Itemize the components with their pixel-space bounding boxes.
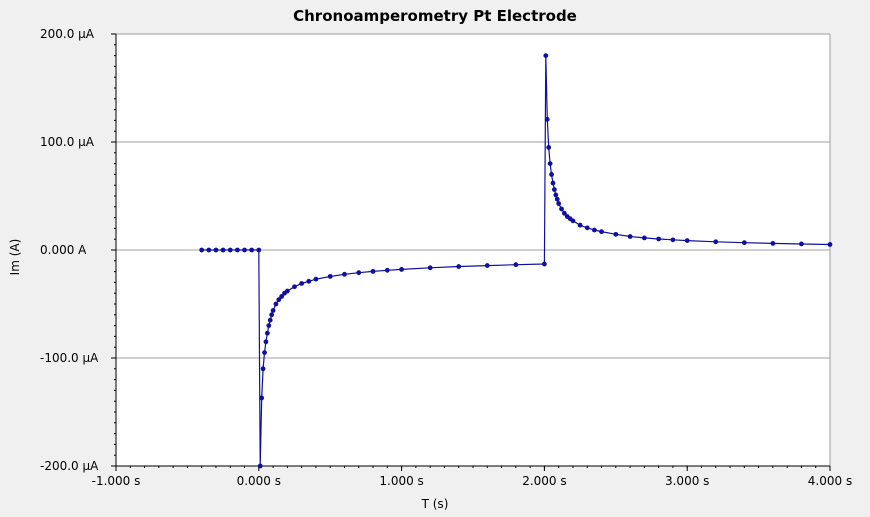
x-tick-label-5: 4.000 s: [808, 474, 852, 488]
data-point: [206, 247, 212, 253]
data-point: [242, 247, 247, 253]
data-point: [553, 192, 559, 198]
data-point: [249, 247, 255, 253]
data-point: [266, 323, 272, 328]
data-point: [770, 241, 776, 246]
data-point: [546, 145, 552, 150]
y-tick-label-4: -200.0 µA: [40, 459, 99, 473]
data-point: [513, 262, 519, 268]
data-point: [267, 317, 273, 323]
data-point: [199, 247, 205, 253]
data-point: [292, 284, 297, 290]
data-point: [577, 222, 583, 228]
data-point: [299, 281, 305, 286]
data-point: [260, 366, 266, 372]
data-point: [627, 234, 633, 239]
data-point: [484, 263, 490, 268]
data-point: [269, 312, 275, 318]
data-point: [799, 241, 804, 247]
data-point: [559, 206, 564, 212]
data-point: [570, 218, 576, 224]
data-point: [556, 201, 562, 206]
data-point: [356, 270, 362, 276]
data-point: [370, 268, 376, 274]
y-tick-label-3: -100.0 µA: [40, 351, 99, 365]
data-point: [256, 247, 262, 253]
y-tick-label-0: 200.0 µA: [40, 27, 95, 41]
x-tick-label-3: 2.000 s: [522, 474, 566, 488]
x-tick-labels: -1.000 s 0.000 s 1.000 s 2.000 s 3.000 s 4.00…: [92, 474, 853, 488]
data-point: [262, 350, 267, 355]
x-tick-label-1: 0.000 s: [237, 474, 281, 488]
data-point: [327, 274, 333, 279]
x-tick-label-2: 1.000 s: [379, 474, 423, 488]
x-tick-label-0: -1.000 s: [92, 474, 141, 488]
data-point: [306, 278, 312, 284]
data-point: [276, 297, 282, 303]
data-point: [213, 247, 219, 253]
data-point: [551, 187, 557, 192]
data-point: [257, 463, 263, 469]
data-point: [713, 239, 719, 245]
data-point: [342, 271, 347, 277]
x-tick-label-4: 3.000 s: [665, 474, 709, 488]
data-point: [547, 161, 553, 167]
data-point: [399, 267, 404, 272]
data-point: [284, 288, 290, 294]
data-point: [554, 196, 560, 202]
data-point: [273, 301, 279, 307]
data-point: [549, 172, 554, 177]
data-point: [827, 242, 833, 247]
data-point: [584, 225, 590, 231]
data-point: [684, 238, 690, 244]
data-marks: [199, 53, 833, 469]
data-point: [561, 210, 567, 216]
data-point: [384, 267, 390, 273]
data-point: [613, 231, 619, 237]
data-point: [234, 247, 240, 253]
data-point: [227, 247, 233, 253]
data-point: [542, 261, 547, 267]
data-point: [427, 265, 433, 271]
data-point: [670, 237, 676, 243]
axes: [111, 33, 831, 471]
x-axis-label: T (s): [421, 497, 449, 511]
data-point: [313, 276, 319, 282]
data-point: [544, 116, 550, 122]
data-point: [550, 180, 556, 186]
y-tick-labels: 200.0 µA 100.0 µA 0.000 A -100.0 µA -200.0 µ…: [40, 27, 99, 473]
data-point: [270, 308, 276, 313]
y-tick-label-2: 0.000 A: [40, 243, 87, 257]
y-tick-label-1: 100.0 µA: [40, 135, 95, 149]
chart-title: Chronoamperometry Pt Electrode: [293, 7, 577, 25]
data-point: [259, 395, 265, 401]
data-point: [279, 294, 285, 299]
y-axis-label: Im (A): [8, 239, 22, 276]
data-point: [264, 330, 270, 336]
data-point: [656, 236, 662, 242]
data-point: [599, 229, 604, 235]
data-point: [741, 240, 747, 246]
data-point: [543, 53, 549, 58]
data-point: [263, 339, 269, 345]
data-point: [591, 227, 597, 233]
data-point: [456, 264, 462, 269]
data-point: [641, 235, 647, 241]
data-point: [220, 247, 226, 253]
